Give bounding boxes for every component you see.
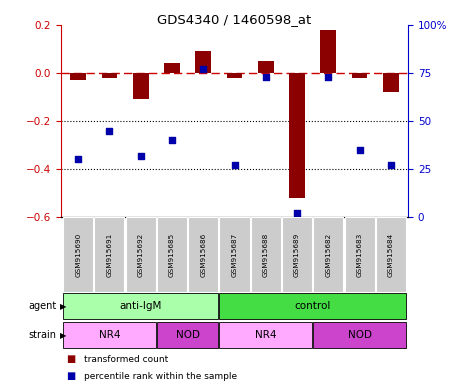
Bar <box>289 73 305 198</box>
Bar <box>63 293 218 319</box>
Text: GSM915690: GSM915690 <box>75 232 81 276</box>
Bar <box>164 63 180 73</box>
Bar <box>133 73 149 99</box>
Point <box>75 156 82 162</box>
Point <box>356 147 363 153</box>
Point <box>387 162 394 168</box>
Bar <box>219 322 312 348</box>
Text: GSM915687: GSM915687 <box>232 232 237 276</box>
Text: GSM915688: GSM915688 <box>263 232 269 276</box>
Bar <box>227 73 242 78</box>
Text: GDS4340 / 1460598_at: GDS4340 / 1460598_at <box>158 13 311 26</box>
Bar <box>345 217 375 292</box>
Point <box>231 162 238 168</box>
Bar <box>188 217 218 292</box>
Text: ▶: ▶ <box>60 331 67 339</box>
Text: GSM915686: GSM915686 <box>200 232 206 276</box>
Bar <box>219 217 250 292</box>
Text: anti-IgM: anti-IgM <box>120 301 162 311</box>
Bar <box>63 322 156 348</box>
Text: control: control <box>295 301 331 311</box>
Bar <box>157 217 187 292</box>
Text: percentile rank within the sample: percentile rank within the sample <box>84 372 237 381</box>
Bar <box>320 30 336 73</box>
Point <box>137 152 144 159</box>
Point <box>106 127 113 134</box>
Point <box>199 66 207 72</box>
Bar <box>258 61 273 73</box>
Text: GSM915684: GSM915684 <box>388 232 394 276</box>
Text: agent: agent <box>28 301 56 311</box>
Text: NOD: NOD <box>348 330 371 340</box>
Text: GSM915691: GSM915691 <box>106 232 113 276</box>
Bar <box>196 51 211 73</box>
Text: GSM915692: GSM915692 <box>138 232 144 276</box>
Bar <box>376 217 406 292</box>
Text: transformed count: transformed count <box>84 354 169 364</box>
Bar <box>383 73 399 92</box>
Bar <box>313 322 406 348</box>
Text: GSM915683: GSM915683 <box>356 232 363 276</box>
Point <box>325 74 332 80</box>
Point <box>168 137 176 143</box>
Point <box>262 74 270 80</box>
Bar <box>157 322 218 348</box>
Bar <box>70 73 86 80</box>
Text: NOD: NOD <box>175 330 200 340</box>
Text: GSM915689: GSM915689 <box>294 232 300 276</box>
Text: NR4: NR4 <box>98 330 120 340</box>
Text: NR4: NR4 <box>255 330 277 340</box>
Text: strain: strain <box>28 330 56 340</box>
Text: GSM915685: GSM915685 <box>169 232 175 276</box>
Text: ▶: ▶ <box>60 302 67 311</box>
Bar <box>219 293 406 319</box>
Bar <box>63 217 93 292</box>
Bar <box>282 217 312 292</box>
Bar <box>126 217 156 292</box>
Text: GSM915682: GSM915682 <box>325 232 331 276</box>
Bar <box>94 217 124 292</box>
Point <box>293 210 301 216</box>
Bar <box>102 73 117 78</box>
Bar <box>251 217 281 292</box>
Text: ■: ■ <box>66 371 75 381</box>
Text: ■: ■ <box>66 354 75 364</box>
Bar <box>352 73 367 78</box>
Bar <box>313 217 343 292</box>
